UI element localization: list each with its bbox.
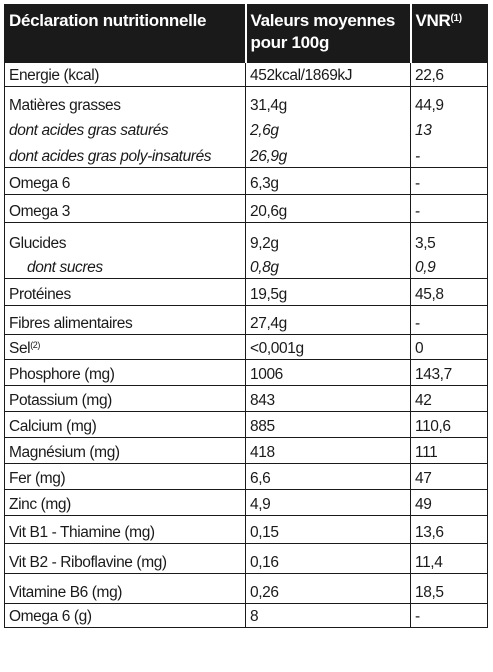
row-value: 20,6g xyxy=(245,194,411,223)
row-label: Matières grasses xyxy=(4,86,246,116)
row-vnr: - xyxy=(410,603,488,628)
row-label: Energie (kcal) xyxy=(4,62,246,87)
row-label: Vit B2 - Riboflavine (mg) xyxy=(4,543,246,574)
row-vnr: 47 xyxy=(410,463,488,490)
row-vnr: 22,6 xyxy=(410,62,488,87)
header-vnr-label: VNR xyxy=(415,11,451,30)
row-label: Fibres alimentaires xyxy=(4,305,246,335)
table-row: Sel(2) <0,001g 0 xyxy=(4,334,488,360)
row-label: Calcium (mg) xyxy=(4,411,246,438)
row-value: 6,3g xyxy=(245,167,411,195)
row-label: Omega 6 xyxy=(4,167,246,195)
row-vnr: 110,6 xyxy=(410,411,488,438)
row-value: <0,001g xyxy=(245,334,411,360)
row-label: Omega 3 xyxy=(4,194,246,223)
row-value: 0,8g xyxy=(245,253,411,279)
row-value: 418 xyxy=(245,437,411,464)
table-row: Vit B1 - Thiamine (mg) 0,15 13,6 xyxy=(4,515,488,544)
nutrition-table: Déclaration nutritionnelle Valeurs moyen… xyxy=(4,4,488,628)
row-label: dont sucres xyxy=(4,253,246,279)
row-value: 1006 xyxy=(245,359,411,386)
row-value: 0,15 xyxy=(245,515,411,544)
row-label: Glucides xyxy=(4,222,246,254)
row-label: dont acides gras poly-insaturés xyxy=(4,140,246,168)
row-vnr: - xyxy=(410,194,488,223)
table-row: Energie (kcal) 452kcal/1869kJ 22,6 xyxy=(4,62,488,87)
row-vnr: 49 xyxy=(410,489,488,516)
row-vnr: 0,9 xyxy=(410,253,488,279)
table-row: dont acides gras saturés 2,6g 13 xyxy=(4,115,488,141)
table-row: Omega 6 (g) 8 - xyxy=(4,603,488,628)
row-label: Potassium (mg) xyxy=(4,385,246,412)
row-value: 885 xyxy=(245,411,411,438)
header-vnr: VNR(1) xyxy=(410,4,488,63)
row-vnr: 13,6 xyxy=(410,515,488,544)
table-row: Phosphore (mg) 1006 143,7 xyxy=(4,359,488,386)
table-row: Omega 6 6,3g - xyxy=(4,167,488,195)
row-value: 6,6 xyxy=(245,463,411,490)
table-row: Fer (mg) 6,6 47 xyxy=(4,463,488,490)
row-value: 452kcal/1869kJ xyxy=(245,62,411,87)
table-row: Calcium (mg) 885 110,6 xyxy=(4,411,488,438)
table-header-row: Déclaration nutritionnelle Valeurs moyen… xyxy=(4,4,488,63)
table-row: Omega 3 20,6g - xyxy=(4,194,488,223)
row-value: 8 xyxy=(245,603,411,628)
row-label: Omega 6 (g) xyxy=(4,603,246,628)
row-vnr: 111 xyxy=(410,437,488,464)
row-vnr: 3,5 xyxy=(410,222,488,254)
row-value: 843 xyxy=(245,385,411,412)
header-declaration: Déclaration nutritionnelle xyxy=(4,4,247,63)
row-label: Vit B1 - Thiamine (mg) xyxy=(4,515,246,544)
table-row: Potassium (mg) 843 42 xyxy=(4,385,488,412)
row-vnr: - xyxy=(410,167,488,195)
row-value: 9,2g xyxy=(245,222,411,254)
row-label: Protéines xyxy=(4,278,246,306)
row-value: 0,26 xyxy=(245,573,411,604)
table-row: Fibres alimentaires 27,4g - xyxy=(4,305,488,335)
row-label: Phosphore (mg) xyxy=(4,359,246,386)
table-row: Vit B2 - Riboflavine (mg) 0,16 11,4 xyxy=(4,543,488,574)
row-vnr: 13 xyxy=(410,115,488,141)
table-row: Protéines 19,5g 45,8 xyxy=(4,278,488,306)
row-label: Sel(2) xyxy=(4,334,246,360)
table-row: Vitamine B6 (mg) 0,26 18,5 xyxy=(4,573,488,604)
row-vnr: 44,9 xyxy=(410,86,488,116)
row-label: Magnésium (mg) xyxy=(4,437,246,464)
row-vnr: 18,5 xyxy=(410,573,488,604)
row-vnr: 42 xyxy=(410,385,488,412)
row-label-text: Sel xyxy=(9,340,31,357)
table-row: dont sucres 0,8g 0,9 xyxy=(4,253,488,279)
row-value: 31,4g xyxy=(245,86,411,116)
table-row: Matières grasses 31,4g 44,9 xyxy=(4,86,488,116)
row-value: 26,9g xyxy=(245,140,411,168)
row-vnr: 143,7 xyxy=(410,359,488,386)
row-label: Vitamine B6 (mg) xyxy=(4,573,246,604)
table-row: Magnésium (mg) 418 111 xyxy=(4,437,488,464)
row-value: 27,4g xyxy=(245,305,411,335)
row-label-footnote: (2) xyxy=(30,340,41,350)
header-average-values: Valeurs moyennes pour 100g xyxy=(245,4,412,63)
row-label: Fer (mg) xyxy=(4,463,246,490)
row-vnr: 11,4 xyxy=(410,543,488,574)
table-row: Zinc (mg) 4,9 49 xyxy=(4,489,488,516)
table-row: Glucides 9,2g 3,5 xyxy=(4,222,488,254)
row-value: 4,9 xyxy=(245,489,411,516)
row-label: Zinc (mg) xyxy=(4,489,246,516)
row-value: 2,6g xyxy=(245,115,411,141)
header-vnr-footnote: (1) xyxy=(450,13,463,24)
row-value: 19,5g xyxy=(245,278,411,306)
table-row: dont acides gras poly-insaturés 26,9g - xyxy=(4,140,488,168)
row-vnr: - xyxy=(410,305,488,335)
row-vnr: 45,8 xyxy=(410,278,488,306)
row-vnr: 0 xyxy=(410,334,488,360)
row-label: dont acides gras saturés xyxy=(4,115,246,141)
row-vnr: - xyxy=(410,140,488,168)
row-value: 0,16 xyxy=(245,543,411,574)
